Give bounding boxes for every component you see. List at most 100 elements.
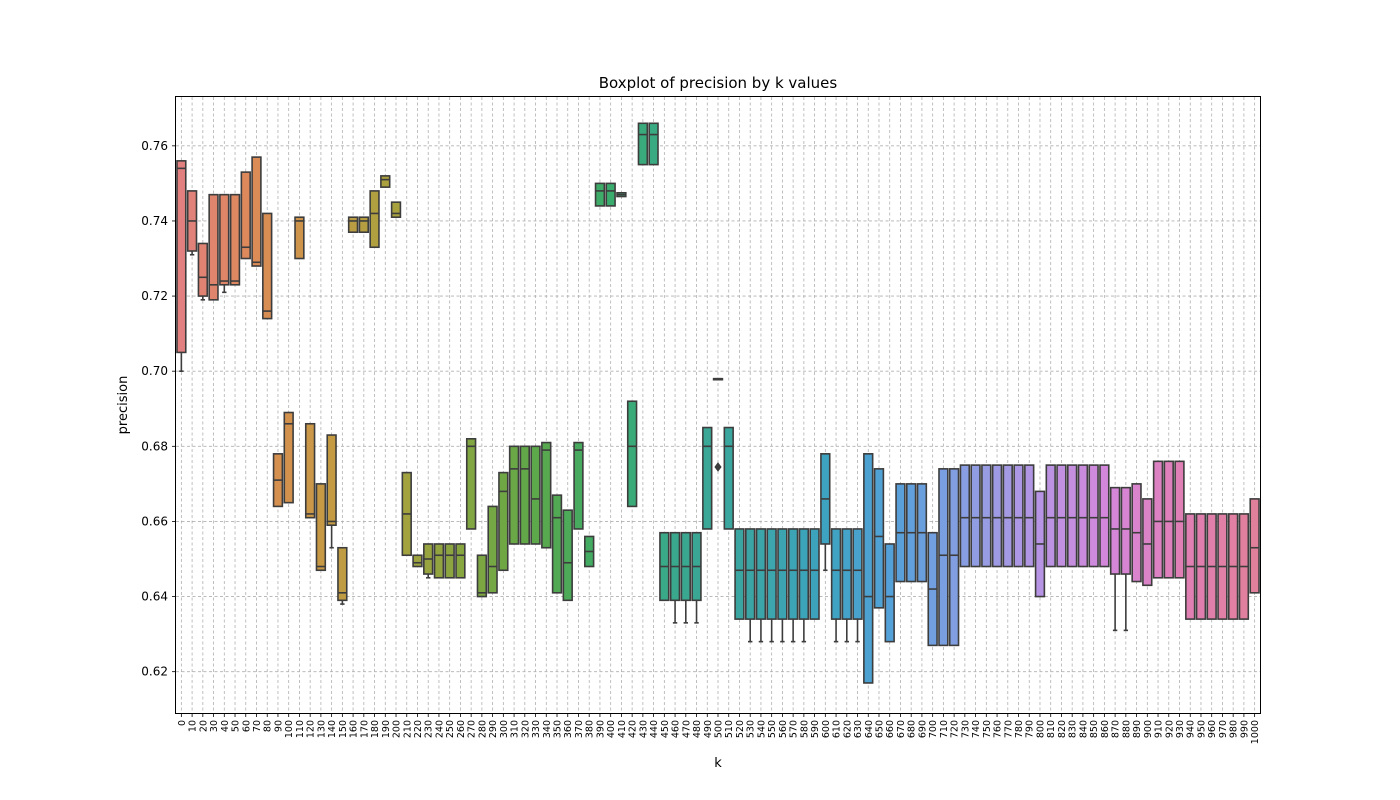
box-490 — [702, 426, 713, 530]
box-body — [573, 441, 584, 530]
box-50 — [229, 193, 241, 286]
x-tick-label: 900 — [1143, 720, 1154, 738]
x-tick-label: 300 — [499, 720, 510, 738]
box-270 — [465, 438, 477, 530]
box-body — [777, 528, 788, 620]
x-tick-label: 570 — [789, 720, 800, 738]
box-60 — [240, 171, 251, 260]
x-tick-label: 820 — [1057, 720, 1068, 738]
box-150 — [337, 546, 348, 605]
box-body — [304, 422, 316, 519]
box-630 — [852, 528, 863, 643]
box-body — [455, 543, 466, 579]
x-tick-label: 550 — [767, 720, 778, 738]
x-tick-label: 170 — [359, 720, 370, 738]
box-body — [1088, 464, 1099, 568]
x-tick-label: 450 — [660, 720, 671, 738]
box-970 — [1217, 513, 1228, 620]
x-tick-label: 700 — [928, 720, 939, 738]
box-650 — [873, 468, 885, 609]
box-920 — [1163, 460, 1174, 579]
box-430 — [637, 122, 649, 166]
x-tick-label: 350 — [553, 720, 564, 738]
x-tick-label: 810 — [1046, 720, 1057, 738]
box-890 — [1131, 483, 1142, 583]
x-tick-label: 840 — [1078, 720, 1089, 738]
y-tick-label: 0.64 — [141, 590, 168, 604]
x-tick-label: 680 — [907, 720, 918, 738]
box-990 — [1238, 513, 1250, 620]
box-body — [369, 190, 380, 249]
x-axis-label: k — [714, 756, 722, 771]
y-axis-label: precision — [116, 376, 131, 435]
box-body — [390, 201, 402, 218]
plot-frame — [175, 96, 1261, 714]
x-tick-label: 280 — [477, 720, 488, 738]
box-410 — [616, 191, 627, 198]
box-body — [959, 464, 971, 568]
box-body — [347, 216, 359, 234]
x-tick-label: 920 — [1164, 720, 1175, 738]
box-body — [648, 122, 659, 166]
box-body — [702, 426, 713, 530]
box-body — [294, 216, 305, 260]
box-body — [262, 212, 273, 320]
box-580 — [798, 528, 810, 643]
box-760 — [991, 464, 1003, 568]
x-tick-label: 90 — [273, 720, 284, 732]
box-body — [315, 483, 327, 572]
box-520 — [734, 528, 745, 620]
box-900 — [1142, 498, 1153, 587]
box-940 — [1185, 513, 1196, 620]
box-780 — [1013, 464, 1024, 568]
box-body — [830, 528, 842, 620]
box-body — [744, 528, 756, 620]
box-body — [626, 400, 638, 508]
x-tick-label: 760 — [993, 720, 1004, 738]
box-body — [208, 193, 219, 301]
box-body — [734, 528, 745, 620]
box-body — [1249, 498, 1260, 594]
box-800 — [1034, 490, 1046, 598]
box-body — [798, 528, 810, 620]
x-tick-label: 120 — [306, 720, 317, 738]
box-340 — [541, 441, 552, 549]
box-body — [1056, 464, 1067, 568]
box-170 — [358, 216, 370, 234]
box-860 — [1099, 464, 1110, 568]
x-tick-label: 490 — [703, 720, 714, 738]
box-body — [594, 182, 606, 207]
x-tick-label: 100 — [284, 720, 295, 738]
box-700 — [927, 531, 938, 647]
box-160 — [347, 216, 359, 234]
x-tick-label: 630 — [853, 720, 864, 738]
x-tick-label: 580 — [799, 720, 810, 738]
x-tick-label: 830 — [1068, 720, 1079, 738]
box-790 — [1024, 464, 1035, 568]
box-90 — [272, 453, 284, 508]
y-tick-label: 0.72 — [141, 289, 168, 303]
box-610 — [830, 528, 842, 643]
box-body — [476, 554, 488, 598]
box-670 — [895, 483, 906, 583]
x-tick-label: 270 — [467, 720, 478, 738]
x-tick-label: 510 — [724, 720, 735, 738]
x-tick-label: 250 — [445, 720, 456, 738]
box-body — [197, 242, 209, 297]
x-tick-label: 150 — [338, 720, 349, 738]
box-250 — [444, 543, 455, 579]
box-body — [176, 160, 187, 354]
box-body — [508, 445, 520, 545]
box-180 — [369, 190, 380, 249]
x-tick-label: 410 — [617, 720, 628, 738]
box-body — [1066, 464, 1078, 568]
box-body — [787, 528, 799, 620]
x-tick-label: 740 — [971, 720, 982, 738]
box-body — [1002, 464, 1013, 568]
x-tick-label: 970 — [1218, 720, 1229, 738]
box-body — [465, 438, 477, 530]
box-body — [1163, 460, 1174, 579]
x-tick-label: 640 — [864, 720, 875, 738]
x-tick-label: 290 — [488, 720, 499, 738]
